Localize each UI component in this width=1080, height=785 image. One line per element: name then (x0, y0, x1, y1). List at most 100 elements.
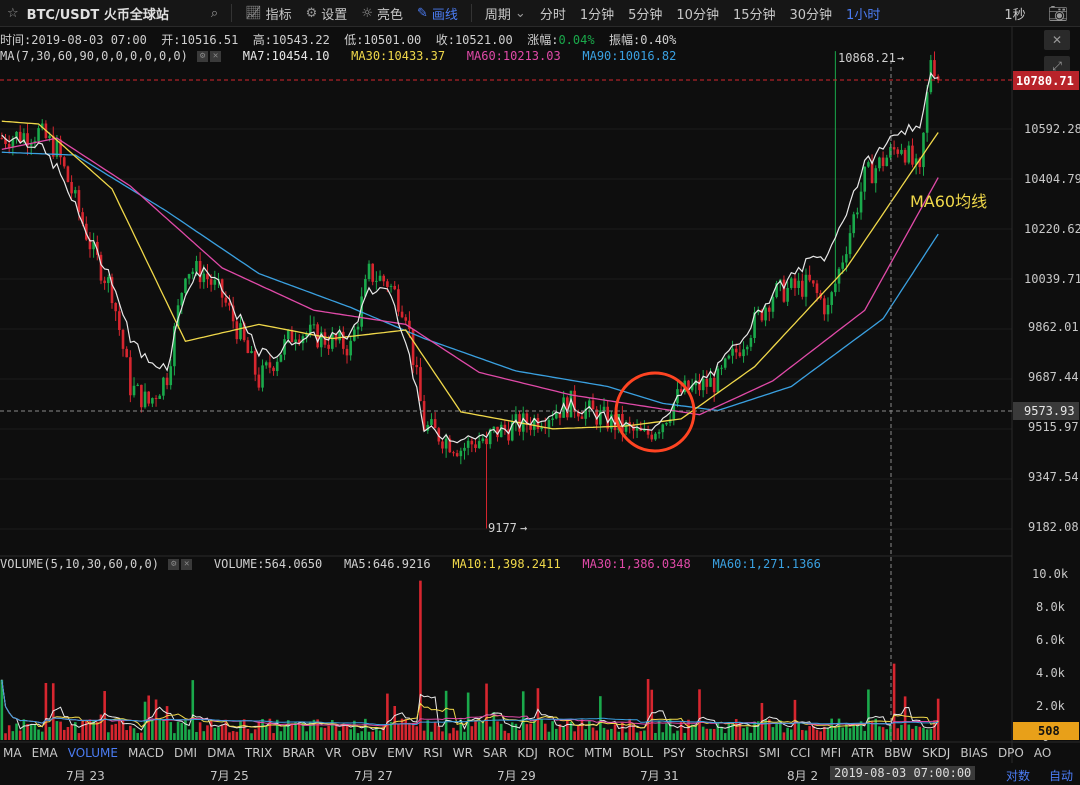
indicator-tab-cci[interactable]: CCI (790, 746, 811, 760)
candle-body (892, 147, 896, 150)
interval-tab[interactable]: 分时 (539, 7, 566, 23)
candle-body (760, 309, 764, 321)
interval-tab[interactable]: 10分钟 (676, 7, 719, 23)
volume-bar (727, 723, 731, 740)
candle-body (554, 412, 558, 419)
candle-body (62, 157, 66, 167)
indicator-tab-ema[interactable]: EMA (31, 746, 58, 760)
indicator-tab-vr[interactable]: VR (324, 746, 342, 760)
low-marker: 9177 (488, 521, 517, 535)
interval-tab[interactable]: 15分钟 (732, 7, 776, 23)
volume-bar (191, 680, 195, 740)
indicator-tab-trix[interactable]: TRIX (244, 746, 273, 760)
candle-body (162, 377, 165, 396)
indicator-tab-obv[interactable]: OBV (351, 746, 378, 760)
volume-bar (470, 726, 474, 740)
indicator-tab-sar[interactable]: SAR (482, 746, 508, 760)
symbol-search[interactable]: ⌕ (204, 6, 225, 21)
indicator-tab-bbw[interactable]: BBW (884, 746, 913, 760)
indicator-tab-stochrsi[interactable]: StochRSI (695, 746, 749, 760)
candle-body (283, 339, 286, 355)
favorite-star[interactable]: ☆ BTC/USDT 火币全球站 (0, 4, 176, 23)
indicator-tab-ao[interactable]: AO (1033, 746, 1052, 760)
indicator-tab-skdj[interactable]: SKDJ (922, 746, 951, 760)
candle-body (665, 422, 668, 425)
indicator-tab-atr[interactable]: ATR (851, 746, 875, 760)
candle-body (778, 279, 782, 283)
indicator-tab-kdj[interactable]: KDJ (517, 746, 538, 760)
screenshot-button[interactable]: 📷︎ (1041, 4, 1080, 23)
candle-body (297, 339, 301, 344)
draw-button[interactable]: ✎ 画线 (416, 5, 458, 23)
candle-body (40, 123, 44, 129)
interval-tab[interactable]: 5分钟 (628, 7, 663, 23)
auto-scale-toggle[interactable]: 自动 (1049, 769, 1074, 783)
indicator-tab-roc[interactable]: ROC (547, 746, 575, 760)
indicator-tab-dpo[interactable]: DPO (997, 746, 1024, 760)
vol-ma5-value: MA5:646.9216 (343, 557, 431, 571)
volume-bar (92, 720, 95, 740)
crosshair-date-tag: 2019-08-03 07:00:00 (830, 766, 976, 780)
indicator-tab-macd[interactable]: MACD (127, 746, 164, 760)
settings-button[interactable]: ⚙ 设置 (305, 5, 348, 23)
open-value: 开:10516.51 (161, 33, 239, 47)
candle-body (209, 279, 213, 285)
volume-bar (235, 731, 239, 740)
indicator-tab-dmi[interactable]: DMI (173, 746, 198, 760)
volume-bar (463, 731, 466, 740)
indicator-tab-psy[interactable]: PSY (663, 746, 686, 760)
fullscreen-button[interactable]: ⤢ (1044, 56, 1070, 76)
volume-bar (569, 721, 573, 740)
period-dropdown[interactable]: 周期 ⌄ (484, 5, 526, 23)
candle-body (694, 380, 698, 386)
indicators-button[interactable]: 📈︎ 指标 (245, 5, 292, 23)
volume-bar (437, 725, 441, 740)
interval-tab[interactable]: 30分钟 (789, 7, 833, 23)
indicator-tab-mtm[interactable]: MTM (584, 746, 613, 760)
candle-body (617, 413, 621, 431)
volume-bar (709, 728, 712, 740)
indicator-tab-mfi[interactable]: MFI (820, 746, 842, 760)
indicator-tab-boll[interactable]: BOLL (622, 746, 654, 760)
candle-body (55, 139, 59, 157)
indicator-tab-ma[interactable]: MA (3, 746, 22, 760)
volume-close-button[interactable]: ✕ (181, 559, 193, 570)
indicator-tab-brar[interactable]: BRAR (282, 746, 315, 760)
volume-bar (819, 731, 822, 740)
theme-button[interactable]: ☼ 亮色 (361, 5, 403, 23)
volume-bar (114, 723, 117, 740)
indicator-tab-emv[interactable]: EMV (387, 746, 414, 760)
interval-tab[interactable]: 1分钟 (579, 7, 615, 23)
indicator-tab-rsi[interactable]: RSI (423, 746, 443, 760)
volume-bar (584, 729, 587, 740)
indicator-tab-bias[interactable]: BIAS (960, 746, 988, 760)
candle-body (643, 429, 646, 431)
candle-body (837, 268, 841, 284)
candle-body (275, 361, 279, 372)
volume-bar (907, 724, 911, 740)
volume-bar (308, 721, 312, 740)
candle-body (547, 419, 551, 428)
indicator-tab-wr[interactable]: WR (452, 746, 473, 760)
volume-bar (830, 718, 833, 740)
candle-body (389, 285, 393, 287)
candle-body (867, 162, 870, 167)
log-scale-toggle[interactable]: 对数 (1006, 769, 1031, 783)
ma-settings-button[interactable]: ⚙ (197, 51, 209, 62)
ma-close-button[interactable]: ✕ (210, 51, 222, 62)
volume-settings-button[interactable]: ⚙ (168, 559, 180, 570)
candle-body (753, 312, 756, 338)
candle-body (99, 254, 103, 281)
indicator-tab-smi[interactable]: SMI (758, 746, 781, 760)
close-chart-button[interactable]: ✕ (1044, 30, 1070, 50)
indicator-tab-dma[interactable]: DMA (207, 746, 235, 760)
interval-tab-active[interactable]: 1小时 (846, 7, 881, 23)
ma60-line (1, 137, 939, 416)
price-tick: 9182.08 (1028, 520, 1079, 534)
volume-bar (364, 718, 367, 740)
indicator-tab-volume[interactable]: VOLUME (67, 746, 118, 760)
candle-body (819, 293, 822, 299)
volume-bar (419, 580, 422, 740)
volume-bar (812, 725, 815, 740)
volume-bar (628, 718, 632, 740)
